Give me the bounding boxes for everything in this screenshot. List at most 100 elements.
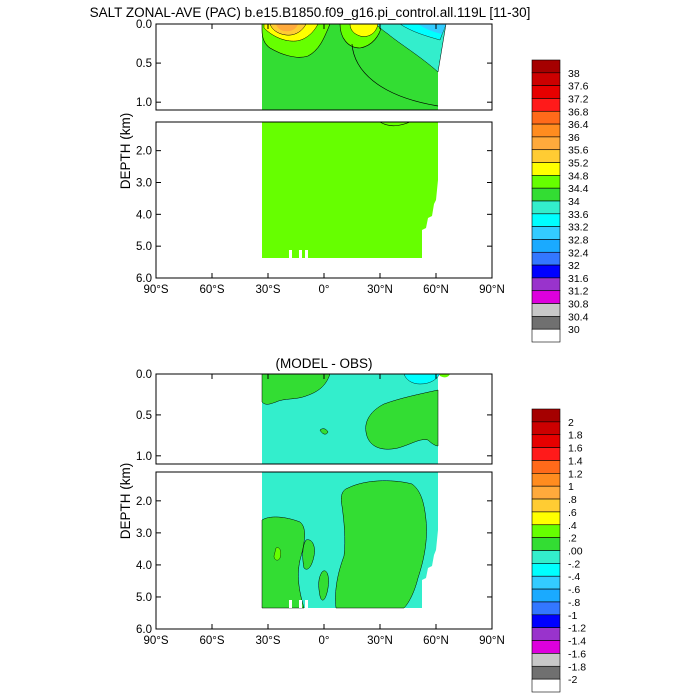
salt-x-tick-label: 60°S [199, 284, 224, 296]
salt-colorbar-label: 30.4 [568, 311, 589, 323]
salt-x-tick-label: 60°N [423, 284, 449, 296]
diff-lower-positive-region [302, 539, 315, 570]
diff-colorbar-swatch [531, 678, 561, 693]
diff-chart: (MODEL - OBS) 90°S 60°S 30°S 0° 30°N 60°N 90°N… [118, 356, 586, 693]
salt-colorbar-swatch [531, 59, 561, 74]
salt-upper-saline-region [276, 24, 298, 32]
diff-colorbar-label: -2 [568, 674, 577, 686]
salt-colorbar-label: 31.2 [568, 286, 589, 298]
diff-colorbar-swatch [531, 473, 561, 487]
diff-colorbar-swatch [531, 498, 561, 513]
diff-colorbar-swatch [531, 550, 561, 564]
salt-colorbar-swatch [531, 226, 561, 240]
diff-colorbar-swatch [531, 575, 561, 590]
salt-colorbar-swatch [531, 72, 561, 86]
diff-x-tick-label: 0° [319, 635, 330, 647]
diff-lower-field [261, 472, 438, 609]
salt-colorbar-label: 36.4 [568, 119, 589, 131]
salt-chart: 90°S 60°S 30°S 0° 30°N 60°N 90°N 0.0 0.5 1.0 2.0 3… [118, 19, 589, 343]
diff-colorbar-label: -1 [568, 610, 577, 622]
diff-y-axis: 0.0 0.5 1.0 2.0 3.0 4.0 5.0 6.0 [136, 369, 492, 636]
diff-colorbar-swatch [531, 485, 561, 500]
diff-colorbar-label: 2 [568, 417, 574, 429]
salt-y-tick-label: 0.0 [136, 19, 152, 31]
salt-colorbar-swatch [531, 187, 561, 202]
diff-x-axis: 90°S 60°S 30°S 0° 30°N 60°N 90°N [143, 374, 505, 647]
diff-y-tick-label: 0.5 [136, 410, 152, 422]
diff-seafloor-gap [305, 600, 308, 608]
diff-colorbar-label: .8 [568, 494, 577, 506]
diff-colorbar-label: -.4 [568, 571, 580, 583]
salt-colorbar-swatch [531, 123, 561, 138]
diff-colorbar-label: -1.8 [568, 661, 586, 673]
salt-y-tick-label: 3.0 [136, 177, 152, 189]
salt-colorbar-label: 37.2 [568, 93, 589, 105]
salt-y-tick-label: 1.0 [136, 97, 152, 109]
salt-colorbar-label: 35.2 [568, 158, 589, 170]
diff-y-tick-label: 0.0 [136, 369, 152, 381]
salt-colorbar-label: 35.6 [568, 145, 589, 157]
diff-colorbar-swatch [531, 524, 561, 538]
diff-x-tick-label: 30°N [367, 635, 393, 647]
salt-lower-contour [379, 122, 411, 127]
diff-y-tick-label: 4.0 [136, 560, 152, 572]
diff-upper-positive-region [319, 428, 329, 435]
diff-upper-negative-region [403, 374, 441, 385]
salt-colorbar-label: 32.4 [568, 247, 589, 259]
diff-colorbar-swatch [531, 511, 561, 526]
diff-colorbar-label: 1.2 [568, 468, 583, 480]
salt-colorbar-swatch [531, 85, 561, 99]
salt-y-tick-label: 2.0 [136, 146, 152, 158]
salt-colorbar-swatch [531, 149, 561, 163]
diff-colorbar-swatch [531, 614, 561, 628]
salt-colorbar-swatch [531, 316, 561, 330]
salt-upper-fresh-region [418, 24, 446, 34]
salt-colorbar-swatch [531, 200, 561, 215]
salt-colorbar-swatch [531, 136, 561, 151]
diff-chart-title: (MODEL - OBS) [275, 356, 372, 371]
diff-colorbar-label: .00 [568, 546, 583, 558]
salt-x-tick-label: 30°S [255, 284, 280, 296]
salt-colorbar-label: 33.2 [568, 222, 589, 234]
diff-seafloor-gap [299, 600, 302, 608]
salt-colorbar: 3837.637.236.836.43635.635.234.834.43433… [531, 59, 589, 343]
salt-seafloor-gap [299, 250, 302, 258]
salt-colorbar-swatch [531, 162, 561, 176]
diff-colorbar-swatch [531, 563, 561, 577]
diff-lower-positive-region [261, 516, 305, 609]
diff-colorbar-label: -1.6 [568, 648, 586, 660]
diff-colorbar-swatch [531, 408, 561, 423]
diff-colorbar-label: 1.8 [568, 430, 583, 442]
salt-colorbar-swatch [531, 175, 561, 189]
diff-y-tick-label: 1.0 [136, 451, 152, 463]
diff-seafloor-gap [289, 600, 292, 608]
diff-x-tick-label: 90°N [479, 635, 505, 647]
diff-colorbar-swatch [531, 588, 561, 603]
diff-colorbar-swatch [531, 434, 561, 448]
salt-colorbar-swatch [531, 213, 561, 227]
diff-colorbar-label: -.2 [568, 558, 580, 570]
salt-colorbar-swatch [531, 277, 561, 292]
diff-lower-positive-region [335, 480, 427, 609]
diff-colorbar-swatch [531, 601, 561, 616]
diff-upper-positive-region [261, 374, 331, 405]
salt-colorbar-label: 31.6 [568, 273, 589, 285]
diff-colorbar-label: .6 [568, 507, 577, 519]
salt-seafloor-gap [305, 250, 308, 258]
salt-colorbar-label: 33.6 [568, 209, 589, 221]
salt-x-tick-label: 0° [319, 284, 330, 296]
salt-colorbar-swatch [531, 239, 561, 253]
diff-x-tick-label: 60°N [423, 635, 449, 647]
diff-x-tick-label: 60°S [199, 635, 224, 647]
diff-colorbar-label: -1.4 [568, 636, 586, 648]
diff-colorbar-label: -1.2 [568, 623, 586, 635]
salt-colorbar-label: 30.8 [568, 299, 589, 311]
salt-upper-contour [351, 43, 439, 107]
diff-y-tick-label: 6.0 [136, 624, 152, 636]
diff-colorbar-label: 1 [568, 481, 574, 493]
diff-colorbar-label: 1.6 [568, 443, 583, 455]
salt-colorbar-label: 36.8 [568, 106, 589, 118]
diff-colorbar-swatch [531, 447, 561, 461]
diff-colorbar-label: .4 [568, 520, 577, 532]
